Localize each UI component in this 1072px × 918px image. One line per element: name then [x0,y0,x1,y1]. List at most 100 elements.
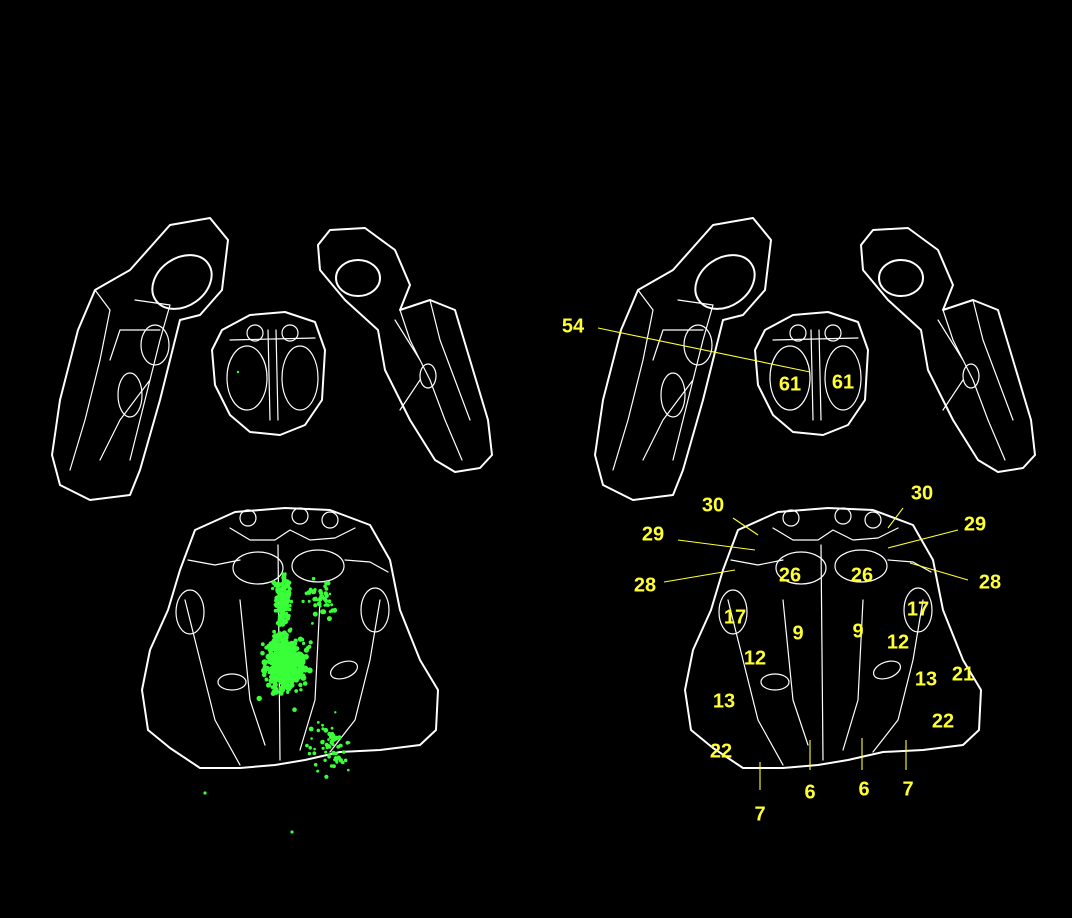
label-61-left: 61 [779,373,801,395]
marker-dot [305,743,309,748]
marker-dot [281,579,286,584]
marker-dot [286,690,290,694]
label-12-left: 12 [744,647,766,669]
marker-dot [311,576,316,581]
label-21: 21 [952,663,974,685]
marker-dot [274,602,279,607]
marker-dot [280,605,284,609]
marker-dot [326,616,332,622]
marker-dot [293,662,298,667]
marker-dot [297,636,303,642]
marker-dot [330,733,334,736]
marker-dot [330,603,334,607]
marker-dot [273,665,278,670]
marker-dot [333,756,338,761]
marker-dot [275,642,282,649]
right-panel [594,217,1036,769]
marker-dot [256,695,262,702]
marker-dot [283,644,290,650]
marker-dot [324,581,328,585]
marker-dot [293,651,297,656]
marker-dot [303,647,309,653]
marker-dot [290,830,294,834]
marker-dot [308,726,314,732]
marker-dot [275,587,281,593]
marker-dot [342,750,346,754]
marker-dot [328,610,332,614]
marker-dot [286,598,291,603]
marker-dot [285,611,288,615]
marker-dot [287,653,293,659]
marker-dot [283,585,287,589]
marker-dot [281,572,285,576]
label-28-left: 28 [634,574,656,596]
marker-dot [263,664,267,668]
marker-dot [313,603,318,608]
left-lateral-section [51,217,229,501]
marker-dot [307,599,311,603]
marker-dot [271,641,276,647]
marker-dot [266,682,271,688]
marker-dot [284,683,290,688]
marker-dot [313,747,316,751]
label-6-right: 6 [858,778,869,800]
marker-dot [302,681,308,686]
marker-dot [334,752,338,756]
marker-dot [308,746,313,750]
marker-dot [323,758,327,762]
region-labels: 54 61 61 30 30 29 29 28 28 26 26 17 17 9… [562,315,1001,825]
label-13-right: 13 [915,668,937,690]
marker-dot [288,648,292,652]
marker-dot [311,589,317,595]
marker-dot [298,682,303,688]
marker-dot [278,667,284,673]
marker-dot [324,593,329,598]
marker-dot [281,575,286,580]
label-7-left: 7 [754,803,765,825]
marker-dot [272,581,277,586]
marker-dot [324,774,329,779]
marker-dot [289,682,295,688]
marker-dot [324,587,329,591]
marker-dot [285,603,289,607]
marker-dot [311,622,314,625]
marker-dot [324,750,328,754]
marker-dot [287,586,292,591]
marker-dot [319,590,323,594]
left-panel [51,217,493,834]
marker-dot [343,758,348,763]
marker-dot [347,768,350,772]
marker-dot [278,653,283,659]
marker-dot [294,689,299,693]
marker-dot [283,635,289,641]
label-17-right: 17 [907,598,929,620]
marker-dot [283,619,288,625]
marker-dot [319,604,322,608]
left-middle-section [211,311,326,436]
marker-dot [260,642,265,647]
marker-dot [321,746,325,750]
marker-dot [263,669,267,674]
marker-dot [302,641,306,646]
label-17-left: 17 [724,606,746,628]
marker-dot [331,742,335,747]
marker-dot [266,643,271,649]
marker-dot [287,678,292,683]
marker-dot [271,586,275,591]
marker-dot [287,607,292,612]
marker-dot [310,737,313,740]
marker-dot [321,723,324,727]
right-lateral-section [594,217,772,501]
marker-dot [288,593,291,597]
marker-dot [281,685,285,690]
marker-dot [286,670,291,676]
marker-dot [318,597,323,602]
marker-dot [328,745,332,749]
marker-dot [289,627,293,631]
marker-dot [320,740,325,745]
leader-lines [597,327,969,790]
green-marker-cluster [203,370,351,834]
marker-dot [281,615,285,619]
marker-dot [313,762,318,767]
